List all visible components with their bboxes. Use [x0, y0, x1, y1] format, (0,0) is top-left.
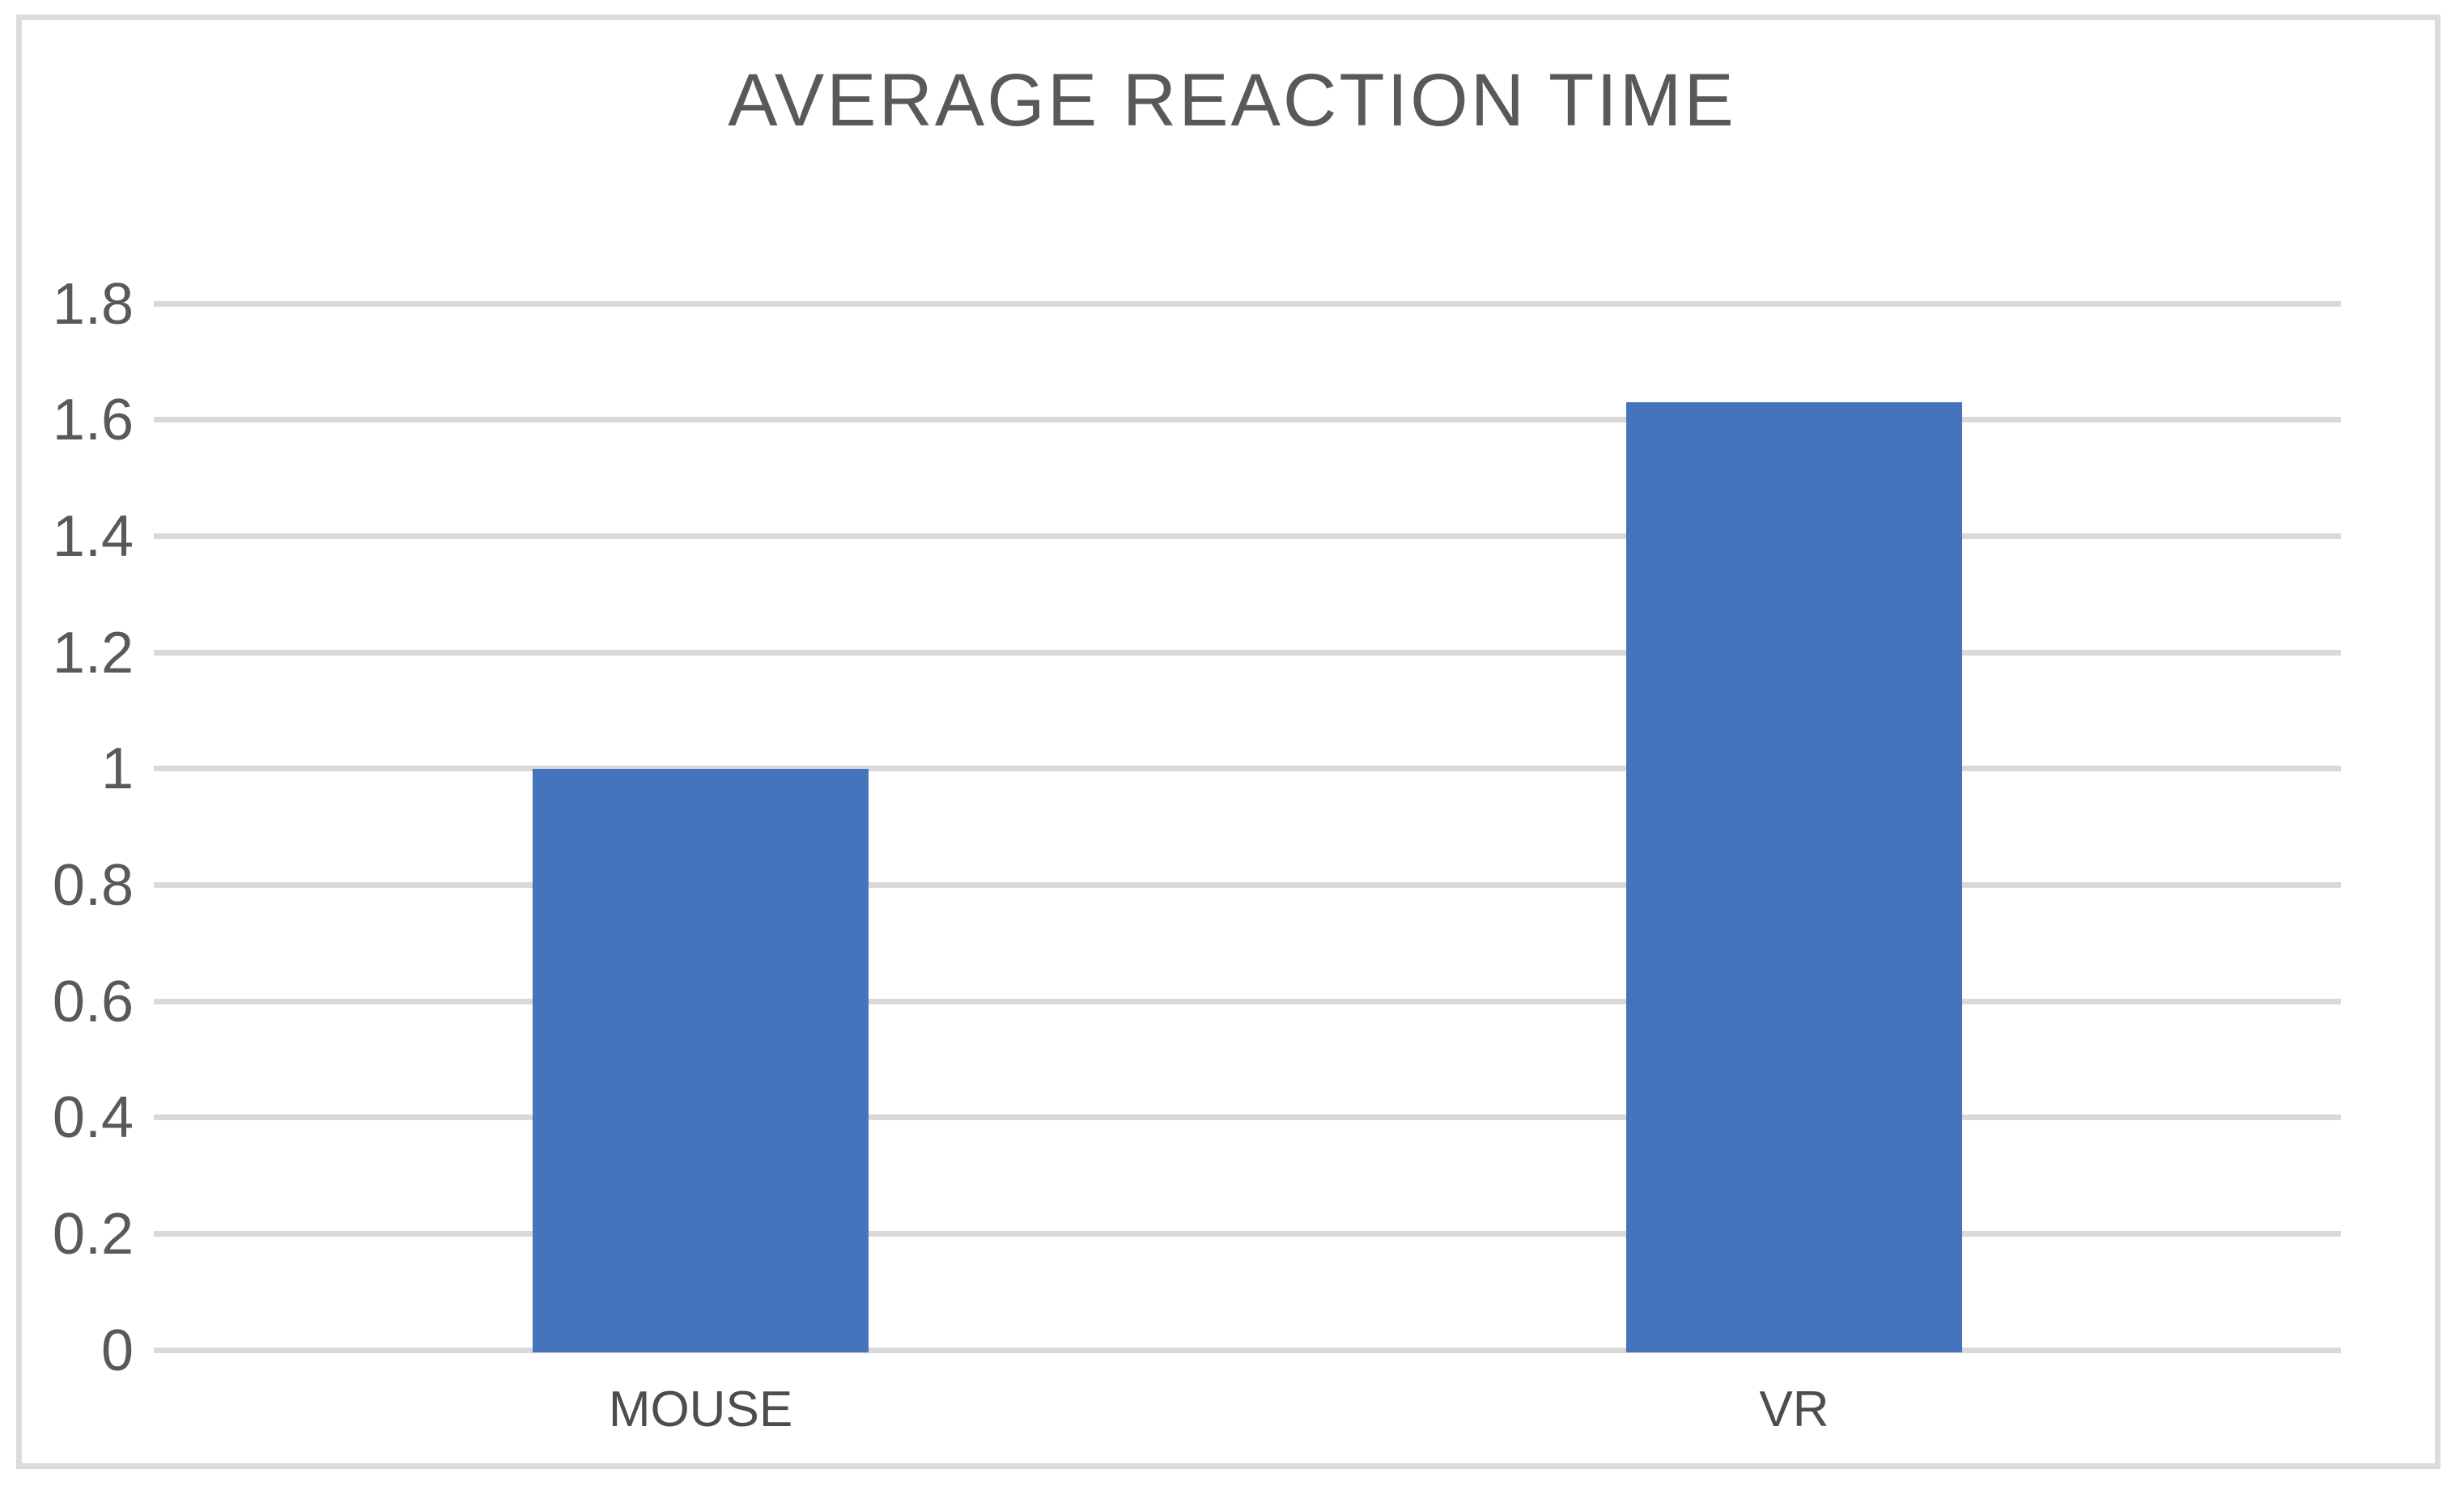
- y-gridline: [154, 300, 2341, 307]
- y-tick-label: 0.2: [52, 1202, 134, 1267]
- y-tick-label: 1.8: [52, 271, 134, 337]
- x-category-label: MOUSE: [608, 1382, 793, 1437]
- chart-border: [16, 15, 2441, 1469]
- y-gridline: [154, 766, 2341, 772]
- bar-mouse: [533, 768, 869, 1353]
- chart-title: AVERAGE REACTION TIME: [728, 59, 1736, 142]
- y-tick-label: 1: [100, 737, 134, 802]
- bar-vr: [1626, 402, 1962, 1353]
- y-tick-label: 0.6: [52, 969, 134, 1034]
- y-gridline: [154, 998, 2341, 1004]
- y-tick-label: 1.6: [52, 388, 134, 453]
- y-tick-label: 0.8: [52, 853, 134, 918]
- y-tick-label: 1.2: [52, 620, 134, 686]
- y-tick-label: 0: [100, 1318, 134, 1383]
- y-gridline: [154, 1347, 2341, 1353]
- y-gridline: [154, 1114, 2341, 1121]
- y-gridline: [154, 881, 2341, 888]
- y-tick-label: 0.4: [52, 1085, 134, 1151]
- y-gridline: [154, 417, 2341, 423]
- y-tick-label: 1.4: [52, 504, 134, 569]
- y-gridline: [154, 1230, 2341, 1237]
- y-gridline: [154, 533, 2341, 539]
- y-gridline: [154, 649, 2341, 656]
- x-category-label: VR: [1759, 1382, 1829, 1437]
